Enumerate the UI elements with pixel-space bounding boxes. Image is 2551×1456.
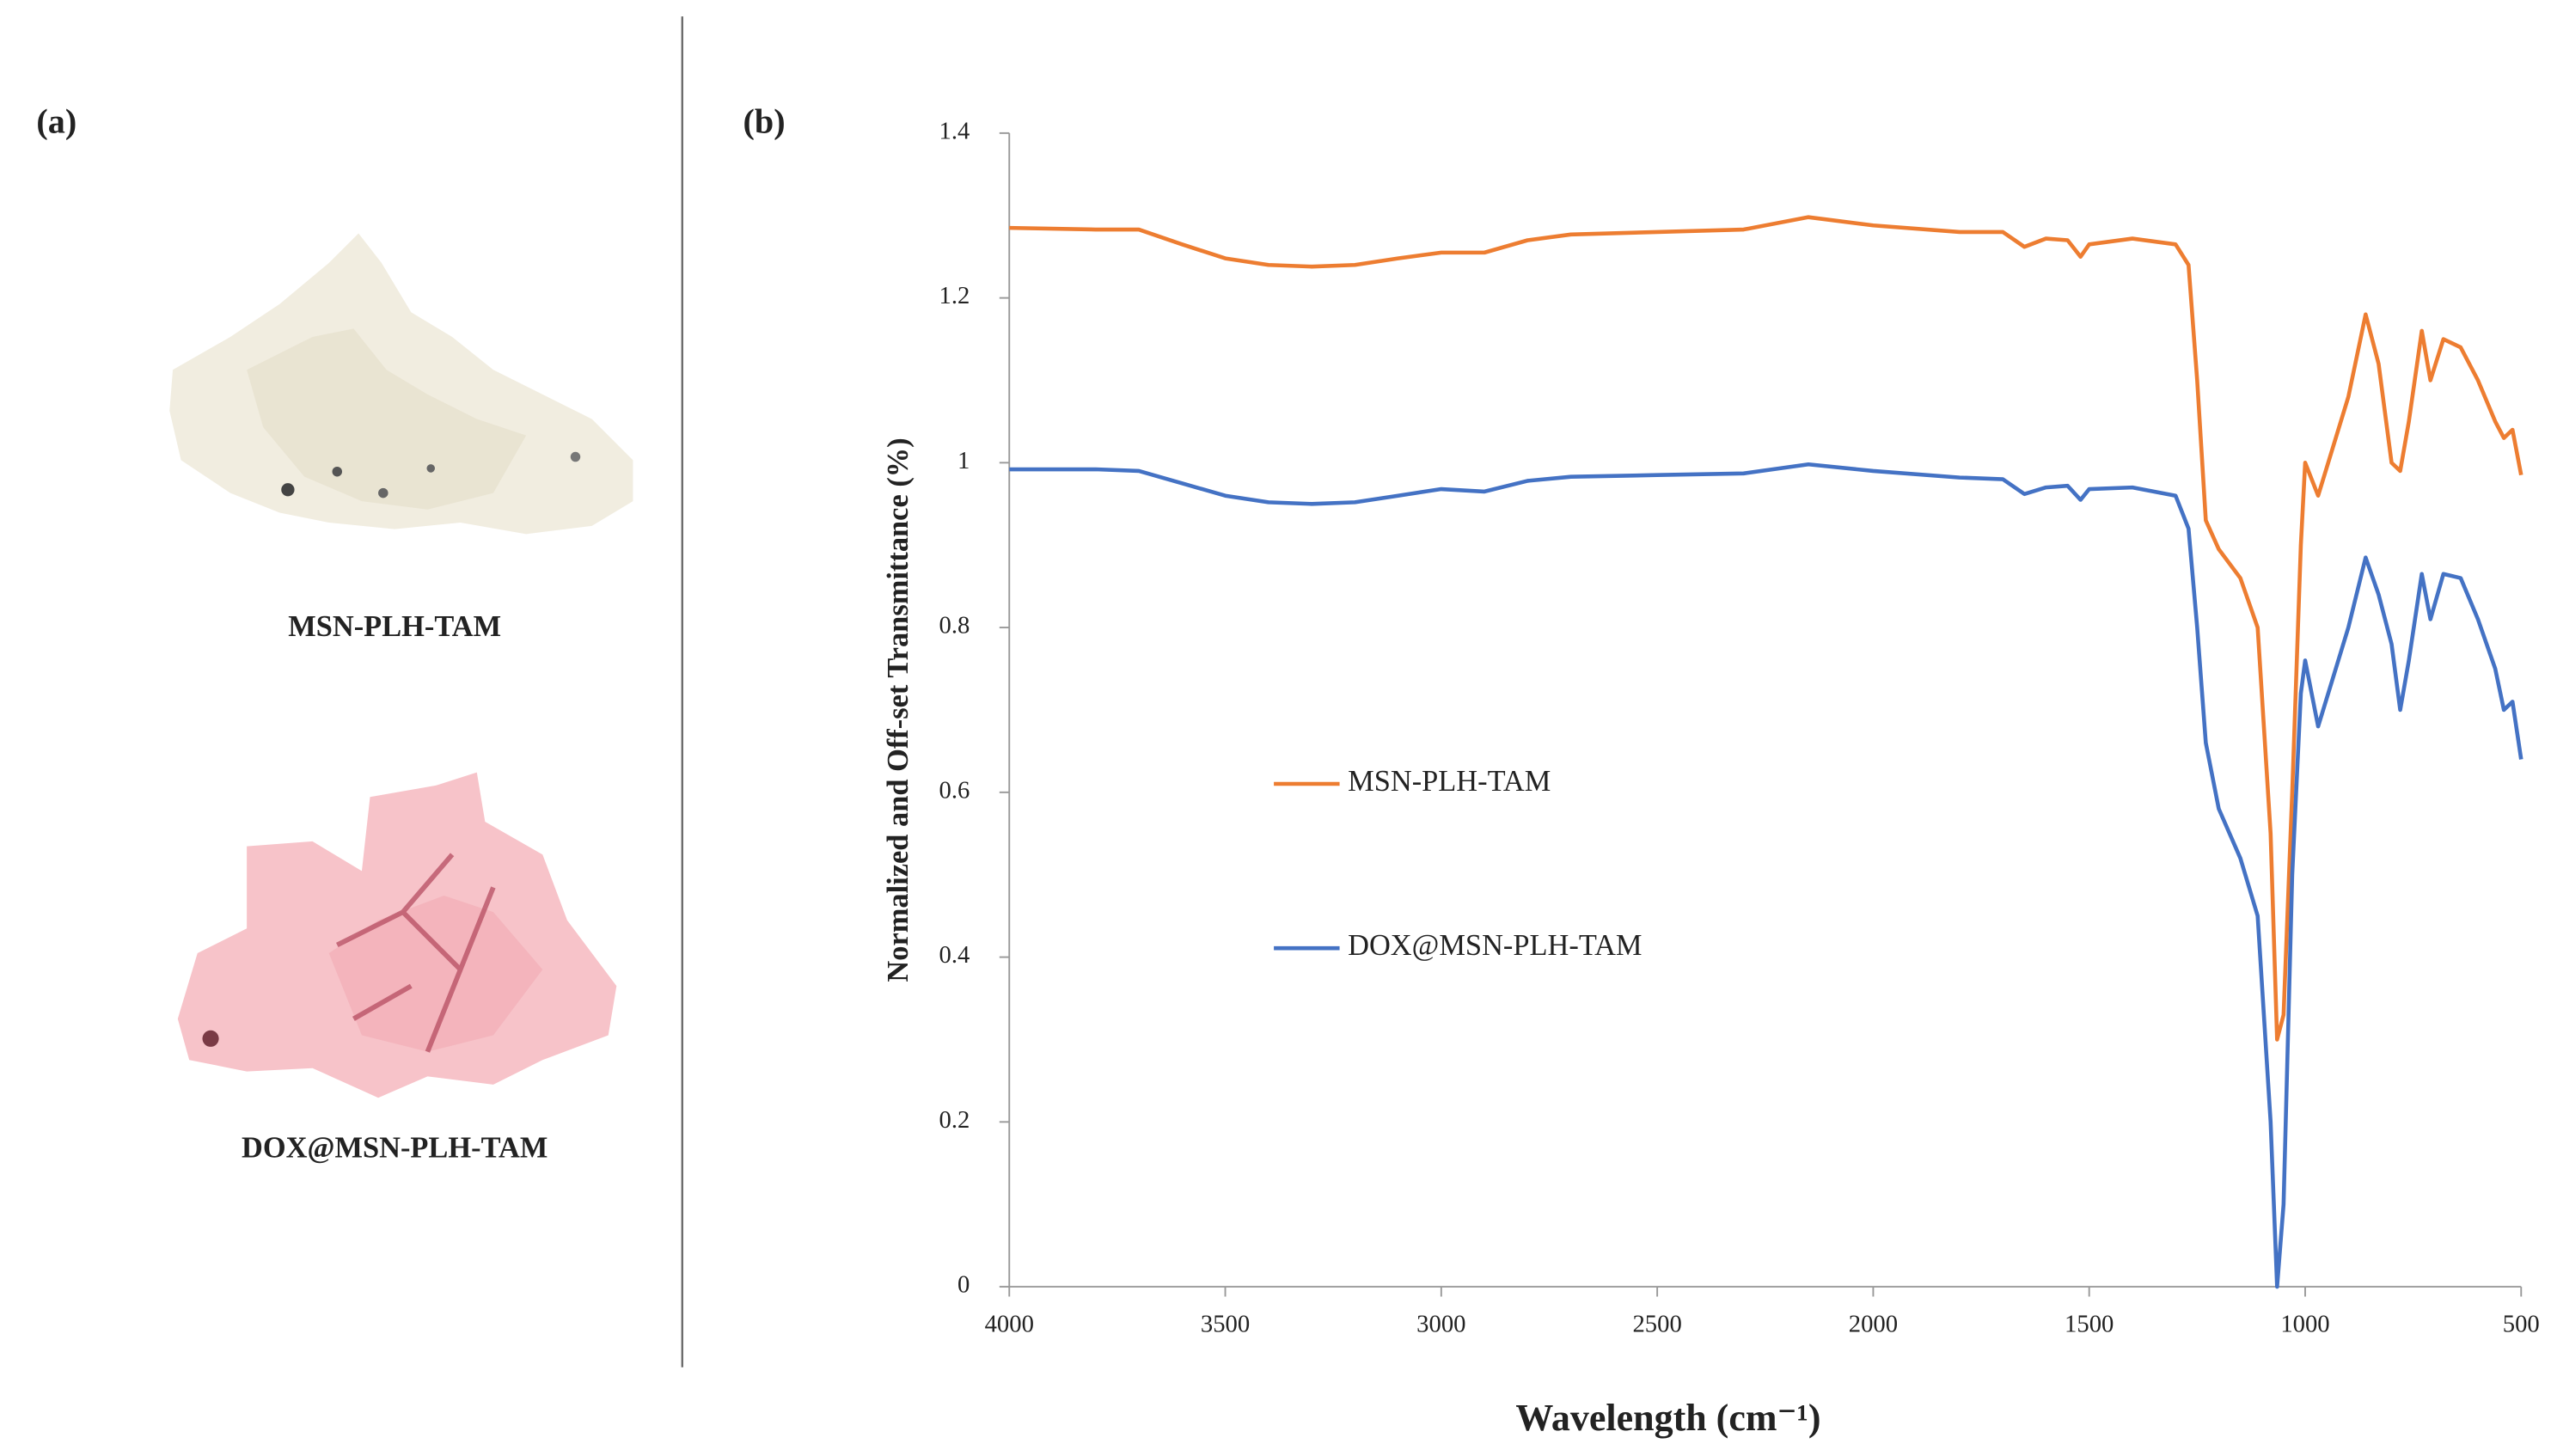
x-tick-label: 500: [2503, 1311, 2540, 1338]
x-tick-label: 1500: [2065, 1311, 2114, 1338]
series-line: [1009, 462, 2523, 1289]
y-tick-label: 0.8: [939, 612, 970, 639]
y-tick-label: 0.6: [939, 776, 970, 804]
x-tick-label: 3000: [1416, 1311, 1465, 1338]
x-axis-label: Wavelength (cm⁻¹): [1515, 1397, 1820, 1439]
legend-label: DOX@MSN-PLH-TAM: [1348, 929, 1642, 962]
y-tick-label: 1.4: [939, 117, 970, 144]
sample-photo: [169, 233, 633, 535]
y-tick-label: 0.4: [939, 941, 970, 969]
x-tick-label: 2500: [1632, 1311, 1681, 1338]
sample-label: DOX@MSN-PLH-TAM: [242, 1131, 548, 1164]
x-tick-label: 4000: [985, 1311, 1034, 1338]
panel-label: (b): [743, 102, 786, 141]
y-tick-label: 1: [957, 447, 970, 474]
x-tick-label: 3500: [1201, 1311, 1250, 1338]
y-tick-label: 1.2: [939, 282, 970, 309]
sample-label: MSN-PLH-TAM: [288, 610, 501, 643]
sample-photo: [177, 772, 617, 1098]
legend-label: MSN-PLH-TAM: [1348, 765, 1551, 798]
series-line: [1009, 215, 2523, 1042]
panel-label: (a): [36, 102, 76, 141]
x-tick-label: 1000: [2280, 1311, 2329, 1338]
x-tick-label: 2000: [1849, 1311, 1898, 1338]
y-tick-label: 0.2: [939, 1106, 970, 1134]
y-tick-label: 0: [957, 1271, 970, 1299]
y-axis-label: Normalized and Off-set Transmittance (%): [882, 437, 915, 982]
